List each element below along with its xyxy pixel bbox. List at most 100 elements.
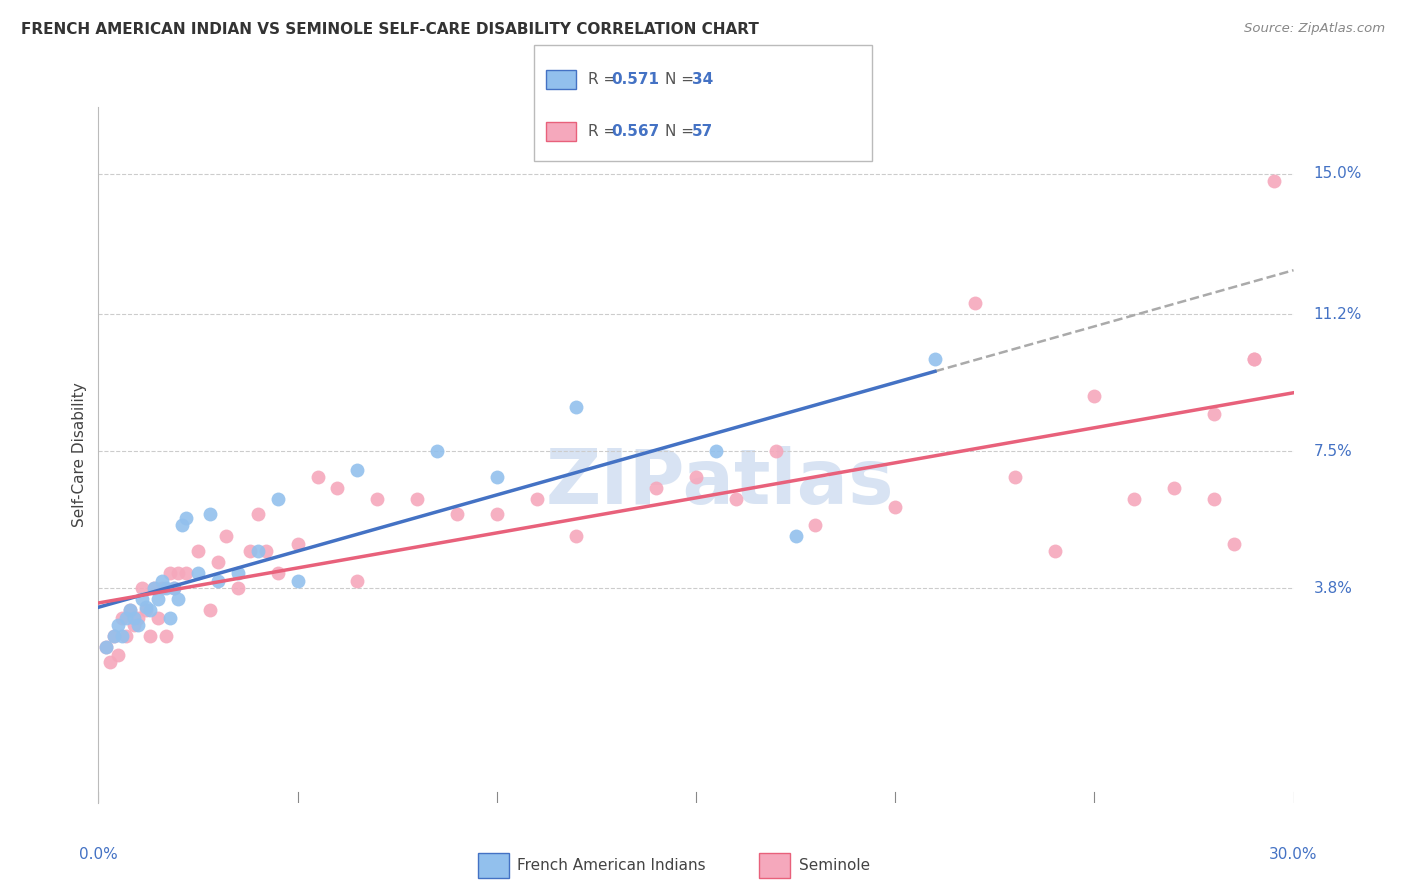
Point xyxy=(143,581,166,595)
Point xyxy=(103,629,125,643)
Point xyxy=(685,470,707,484)
Text: French American Indians: French American Indians xyxy=(517,858,706,872)
Point xyxy=(446,507,468,521)
Point xyxy=(239,544,262,558)
Point xyxy=(426,444,449,458)
Point xyxy=(307,470,329,484)
Point xyxy=(215,529,238,543)
Point xyxy=(187,566,209,581)
Point xyxy=(1123,492,1146,507)
Point xyxy=(115,611,138,625)
Point xyxy=(163,581,186,595)
Point xyxy=(135,603,157,617)
Point xyxy=(98,655,122,669)
Point xyxy=(326,481,349,495)
Text: Seminole: Seminole xyxy=(799,858,870,872)
Point xyxy=(103,629,125,643)
Point xyxy=(246,507,269,521)
Point xyxy=(645,481,668,495)
Point xyxy=(346,463,368,477)
Point xyxy=(924,351,946,366)
Point xyxy=(1263,174,1285,188)
Point xyxy=(207,574,229,588)
Point xyxy=(267,492,290,507)
Point xyxy=(167,592,190,607)
Text: N =: N = xyxy=(665,72,699,87)
Point xyxy=(485,507,508,521)
Point xyxy=(139,629,162,643)
Point xyxy=(198,507,221,521)
Point xyxy=(150,581,173,595)
Point xyxy=(785,529,807,543)
Point xyxy=(1202,407,1225,421)
Point xyxy=(120,603,142,617)
Point xyxy=(565,400,588,414)
Point xyxy=(143,581,166,595)
Point xyxy=(1222,537,1246,551)
Point xyxy=(172,518,194,533)
Point xyxy=(155,629,177,643)
Point xyxy=(724,492,747,507)
Point xyxy=(135,599,157,614)
Point xyxy=(96,640,118,655)
Text: 57: 57 xyxy=(692,124,713,139)
Point xyxy=(366,492,388,507)
Point xyxy=(1083,389,1105,403)
Point xyxy=(111,611,134,625)
Text: 0.0%: 0.0% xyxy=(79,847,118,863)
Point xyxy=(267,566,290,581)
Point xyxy=(150,574,173,588)
Text: 0.567: 0.567 xyxy=(612,124,659,139)
Text: ZIPatlas: ZIPatlas xyxy=(546,446,894,520)
Point xyxy=(765,444,787,458)
Point xyxy=(148,592,170,607)
Point xyxy=(159,566,181,581)
Point xyxy=(120,603,142,617)
Point xyxy=(124,618,146,632)
Point xyxy=(96,640,118,655)
Point xyxy=(131,581,153,595)
Point xyxy=(124,611,146,625)
Text: N =: N = xyxy=(665,124,699,139)
Point xyxy=(131,592,153,607)
Point xyxy=(139,603,162,617)
Point xyxy=(346,574,368,588)
Point xyxy=(963,296,986,310)
Point xyxy=(174,511,197,525)
Text: FRENCH AMERICAN INDIAN VS SEMINOLE SELF-CARE DISABILITY CORRELATION CHART: FRENCH AMERICAN INDIAN VS SEMINOLE SELF-… xyxy=(21,22,759,37)
Point xyxy=(254,544,277,558)
Point xyxy=(107,618,129,632)
Point xyxy=(1243,351,1265,366)
Point xyxy=(485,470,508,484)
Point xyxy=(167,566,190,581)
Point xyxy=(226,566,249,581)
Point xyxy=(159,611,181,625)
Point xyxy=(148,611,170,625)
Point xyxy=(526,492,548,507)
Text: 15.0%: 15.0% xyxy=(1313,166,1362,181)
Point xyxy=(163,581,186,595)
Point xyxy=(198,603,221,617)
Point xyxy=(565,529,588,543)
Text: Source: ZipAtlas.com: Source: ZipAtlas.com xyxy=(1244,22,1385,36)
Point xyxy=(246,544,269,558)
Text: R =: R = xyxy=(588,72,621,87)
Point xyxy=(111,629,134,643)
Text: 3.8%: 3.8% xyxy=(1313,581,1353,596)
Text: 30.0%: 30.0% xyxy=(1270,847,1317,863)
Point xyxy=(115,629,138,643)
Point xyxy=(107,648,129,662)
Point xyxy=(174,566,197,581)
Text: R =: R = xyxy=(588,124,621,139)
Point xyxy=(1243,351,1265,366)
Point xyxy=(1202,492,1225,507)
Point xyxy=(187,544,209,558)
Point xyxy=(1004,470,1026,484)
Point xyxy=(1163,481,1185,495)
Point xyxy=(155,581,177,595)
Point xyxy=(704,444,727,458)
Point xyxy=(287,574,309,588)
Point xyxy=(207,555,229,569)
Text: 7.5%: 7.5% xyxy=(1313,443,1353,458)
Text: 0.571: 0.571 xyxy=(612,72,659,87)
